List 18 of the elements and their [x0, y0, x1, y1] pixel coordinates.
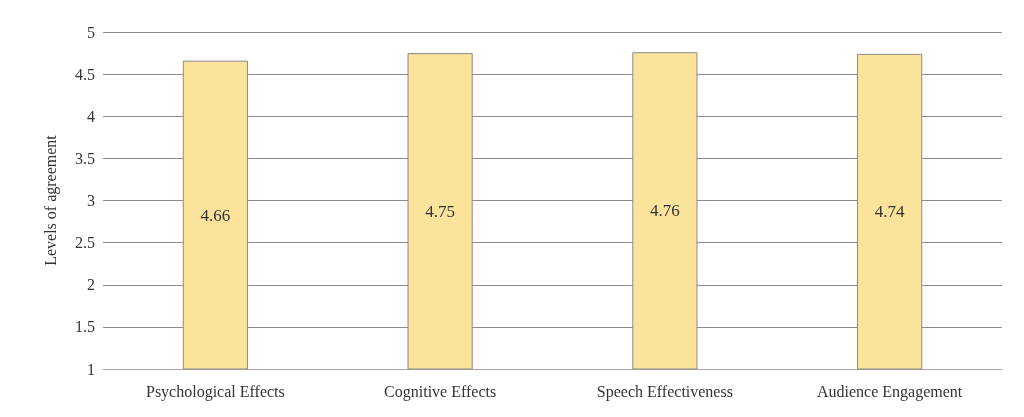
y-tick-label: 3.5	[75, 149, 95, 167]
x-tick-label: Cognitive Effects	[384, 382, 497, 401]
y-tick-label: 2	[87, 276, 95, 294]
y-axis-title: Levels of agreement	[41, 134, 60, 266]
y-tick-label: 4.5	[75, 65, 95, 83]
y-tick-label: 5	[87, 23, 95, 41]
x-tick-label: Psychological Effects	[145, 382, 285, 401]
y-tick-label: 3	[87, 192, 95, 209]
data-label: 4.76	[650, 201, 680, 221]
x-tick-label: Audience Engagement	[816, 382, 963, 401]
data-label: 4.74	[874, 202, 905, 222]
y-tick-label: 4	[87, 107, 95, 125]
x-tick-label: Speech Effectiveness	[596, 382, 733, 401]
y-tick-label: 2.5	[75, 234, 95, 252]
y-tick-label: 1	[87, 360, 95, 378]
data-label: 4.66	[200, 205, 231, 225]
data-label: 4.75	[425, 201, 455, 221]
y-tick-label: 1.5	[75, 318, 95, 336]
